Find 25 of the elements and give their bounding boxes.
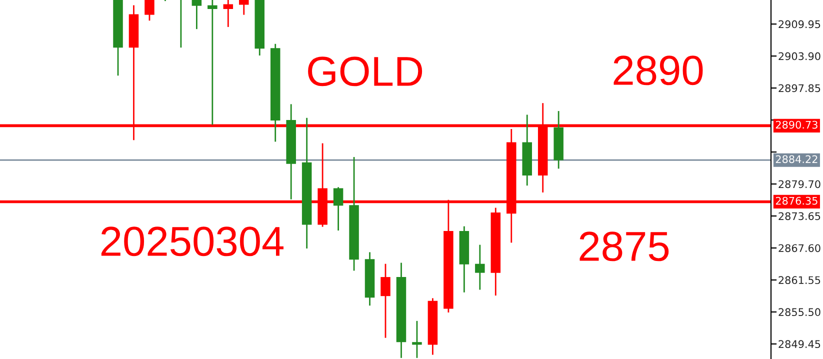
candlestick (208, 0, 218, 126)
ref-line-label: 2884.22 (776, 155, 818, 164)
y-tick-label: 2861.55 (778, 276, 820, 284)
y-tick-label: 2903.90 (778, 52, 820, 60)
candlestick (412, 320, 422, 359)
y-tick-label: 2879.70 (778, 180, 820, 188)
annotation: GOLD (308, 56, 422, 86)
y-tick-label: 2909.95 (778, 20, 820, 28)
candlestick (144, 0, 154, 22)
annotation: 2875 (580, 232, 669, 262)
y-tick-label: 2849.45 (778, 340, 820, 348)
candlestick (239, 0, 249, 16)
candlestick (333, 186, 344, 232)
y-tick-label: 2867.60 (778, 244, 820, 252)
candlestick (192, 0, 202, 30)
y-tick-label: 2855.50 (778, 308, 820, 316)
candlestick (380, 263, 390, 339)
candlestick (475, 244, 485, 290)
annotation: 2890 (614, 56, 703, 86)
annotation: 20250304 (101, 226, 284, 256)
y-tick-label: 2897.85 (778, 84, 820, 92)
candlestick (223, 0, 234, 28)
ref-line-label: 2876.35 (776, 196, 818, 205)
ref-line-label: 2890.73 (776, 120, 818, 129)
y-tick-label: 2873.65 (778, 212, 820, 220)
